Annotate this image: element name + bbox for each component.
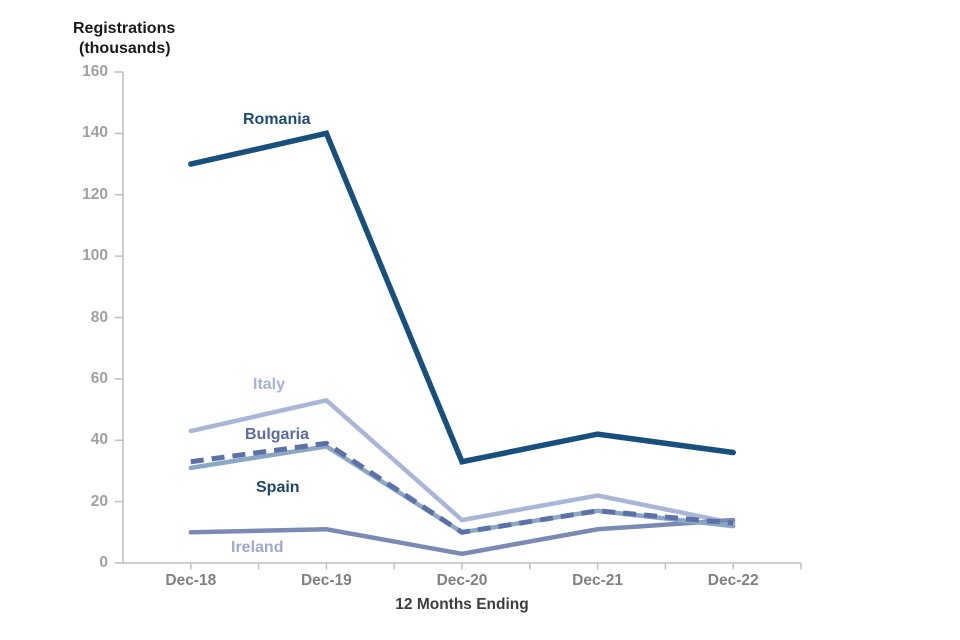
y-tick-label-60: 60 [90, 369, 108, 387]
y-axis-title: Registrations (thousands) [73, 19, 175, 59]
x-tick-label-dec-20: Dec-20 [436, 572, 488, 589]
series-label-romania: Romania [243, 111, 311, 128]
series-line-ireland [188, 517, 736, 557]
x-tick-label-dec-18: Dec-18 [165, 572, 217, 589]
y-tick-label-40: 40 [90, 431, 108, 449]
series-line-romania [188, 130, 736, 465]
x-axis-title: 12 Months Ending [395, 596, 529, 613]
series-label-ireland: Ireland [231, 539, 284, 556]
y-tick-label-100: 100 [82, 247, 108, 265]
x-tick-label-dec-19: Dec-19 [300, 572, 352, 589]
series-line-bulgaria [190, 440, 734, 535]
series-line-italy [188, 397, 736, 526]
y-tick-label-160: 160 [82, 63, 108, 80]
y-axis-title-line1: Registrations [73, 20, 176, 37]
y-tick-label-80: 80 [90, 308, 108, 326]
y-tick-label-140: 140 [82, 124, 108, 142]
series-label-spain: Spain [256, 479, 300, 496]
y-tick-label-120: 120 [82, 185, 108, 203]
x-tick-label-dec-21: Dec-21 [572, 572, 624, 589]
x-tick-label-dec-22: Dec-22 [707, 572, 759, 589]
y-tick-label-20: 20 [90, 492, 108, 510]
y-tick-label-0: 0 [99, 554, 108, 571]
series-label-italy: Italy [253, 376, 286, 393]
y-axis-title-line2: (thousands) [79, 40, 171, 57]
series-label-bulgaria: Bulgaria [245, 426, 310, 443]
